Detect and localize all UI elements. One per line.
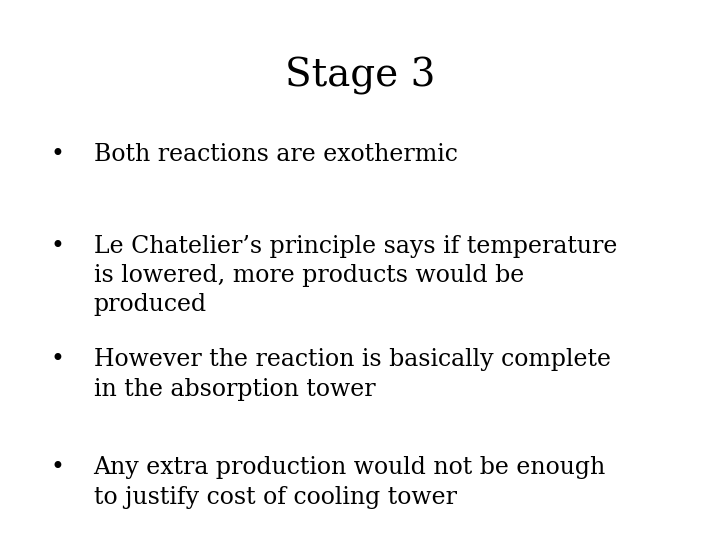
Text: •: • xyxy=(50,235,65,258)
Text: Le Chatelier’s principle says if temperature
is lowered, more products would be
: Le Chatelier’s principle says if tempera… xyxy=(94,235,617,316)
Text: Both reactions are exothermic: Both reactions are exothermic xyxy=(94,143,457,166)
Text: •: • xyxy=(50,456,65,480)
Text: However the reaction is basically complete
in the absorption tower: However the reaction is basically comple… xyxy=(94,348,611,401)
Text: •: • xyxy=(50,143,65,166)
Text: •: • xyxy=(50,348,65,372)
Text: Any extra production would not be enough
to justify cost of cooling tower: Any extra production would not be enough… xyxy=(94,456,606,509)
Text: Stage 3: Stage 3 xyxy=(285,57,435,94)
